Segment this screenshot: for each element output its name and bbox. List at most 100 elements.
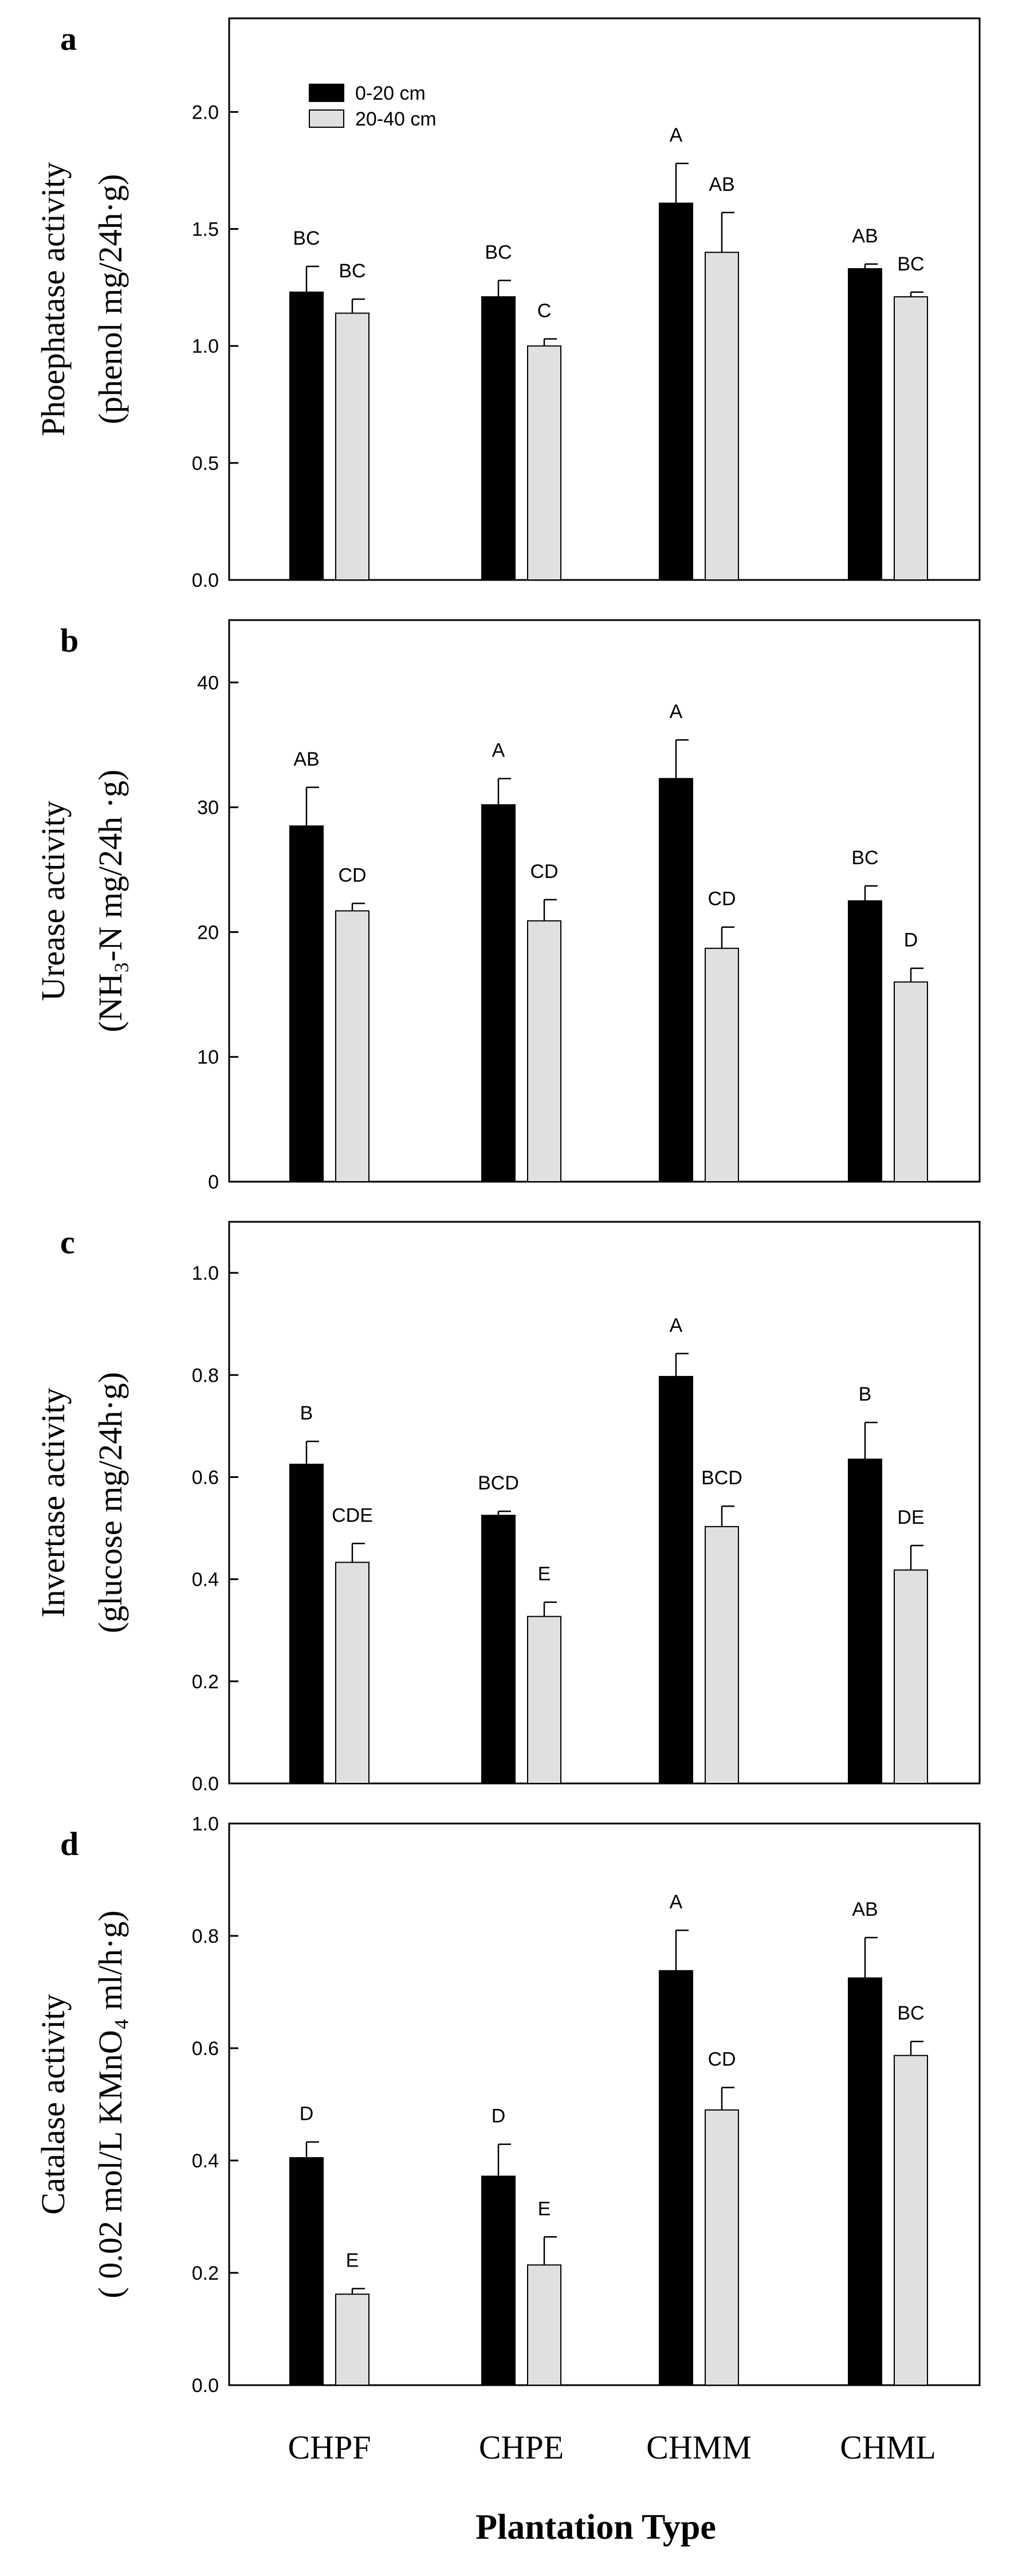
bar-d-depth0-20-CHML — [848, 1977, 882, 2386]
panel-label-c: c — [60, 1224, 75, 1261]
y-axis-title-line1-a: Phoephatase activity — [34, 162, 72, 436]
panel-label-d: d — [60, 1825, 78, 1863]
significance-letter-a: AB — [709, 174, 734, 195]
significance-letter-b: CD — [707, 888, 736, 910]
y-tick-label-d: 0.6 — [192, 2038, 219, 2060]
y-axis-title-line2-c: (glucose mg/24h·g) — [92, 1372, 129, 1633]
bar-d-depth0-20-CHPF — [289, 2157, 324, 2386]
plot-frame-d — [228, 1822, 981, 2386]
y-axis-title-line2-b: (NH₃-N mg/24h ·g) — [92, 770, 129, 1032]
bar-d-depth20-40-CHPF — [335, 2293, 370, 2386]
bar-b-depth20-40-CHML — [894, 981, 928, 1182]
bar-a-depth0-20-CHMM — [659, 202, 693, 581]
bar-b-depth0-20-CHML — [848, 900, 882, 1182]
bar-c-depth20-40-CHPE — [527, 1616, 561, 1784]
bar-d-depth20-40-CHML — [894, 2054, 928, 2386]
bar-d-depth20-40-CHPE — [527, 2264, 561, 2386]
category-label-CHML: CHML — [840, 2429, 936, 2466]
y-tick-label-b: 40 — [197, 672, 219, 694]
y-tick-label-b: 0 — [208, 1171, 219, 1193]
bar-a-depth20-40-CHMM — [705, 252, 739, 581]
significance-letter-c: DE — [897, 1507, 924, 1528]
significance-letter-b: CD — [530, 861, 558, 883]
y-tick-label-a: 0.0 — [192, 570, 219, 591]
significance-letter-b: D — [904, 930, 918, 951]
y-tick-label-a: 1.0 — [192, 336, 219, 358]
significance-letter-d: AB — [852, 1899, 878, 1920]
legend-swatch-20-40 — [309, 109, 344, 128]
significance-letter-c: BCD — [478, 1472, 519, 1494]
y-tick-label-c: 1.0 — [192, 1262, 219, 1284]
significance-letter-c: A — [670, 1315, 683, 1336]
category-label-CHPE: CHPE — [479, 2429, 564, 2466]
panel-label-b: b — [60, 622, 78, 659]
y-tick-label-a: 0.5 — [192, 453, 219, 475]
panel-d: d 0.0 0.2 0.4 0.6 0.8 1.0 Catalase activity ( 0.… — [34, 1813, 981, 2397]
panel-label-a: a — [60, 20, 77, 57]
bar-c-depth0-20-CHPF — [289, 1464, 324, 1785]
y-tick-label-d: 0.0 — [192, 2375, 219, 2397]
category-label-CHMM: CHMM — [646, 2429, 752, 2466]
bar-b-depth20-40-CHPE — [527, 920, 561, 1183]
bar-c-depth0-20-CHML — [848, 1458, 882, 1784]
significance-letter-a: AB — [852, 225, 878, 247]
legend-swatch-0-20 — [309, 84, 344, 102]
bar-b-depth20-40-CHPF — [335, 910, 370, 1183]
bar-b-depth0-20-CHPF — [289, 825, 324, 1183]
y-axis-title-line1-c: Invertase activity — [34, 1388, 72, 1618]
y-tick-label-d: 0.4 — [192, 2150, 219, 2172]
bar-b-depth0-20-CHPE — [481, 804, 516, 1183]
significance-letter-d: D — [492, 2106, 506, 2127]
bar-c-depth20-40-CHML — [894, 1569, 928, 1785]
y-tick-label-c: 0.2 — [192, 1671, 219, 1693]
bar-b-depth20-40-CHMM — [705, 947, 739, 1183]
y-tick-label-d: 0.8 — [192, 1926, 219, 1947]
plot-frame-c — [228, 1221, 981, 1785]
bar-a-depth0-20-CHPF — [289, 291, 324, 581]
bar-d-depth20-40-CHMM — [705, 2109, 739, 2386]
y-tick-label-c: 0.0 — [192, 1773, 219, 1795]
bar-c-depth20-40-CHPF — [335, 1562, 370, 1784]
significance-letter-b: A — [492, 740, 505, 762]
y-tick-label-b: 20 — [197, 922, 219, 943]
significance-letter-c: B — [859, 1383, 872, 1405]
y-axis-title-line1-d: Catalase activity — [34, 1994, 72, 2215]
y-tick-label-c: 0.4 — [192, 1569, 219, 1591]
significance-letter-a: BC — [339, 260, 365, 282]
y-tick-label-d: 1.0 — [192, 1813, 219, 1835]
bar-a-depth20-40-CHML — [894, 296, 928, 581]
significance-letter-c: CDE — [332, 1504, 373, 1526]
y-tick-label-b: 30 — [197, 797, 219, 819]
y-axis-title-line1-b: Urease activity — [34, 801, 72, 1001]
significance-letter-a: BC — [485, 241, 512, 263]
significance-letter-c: B — [300, 1402, 313, 1424]
significance-letter-b: BC — [851, 847, 878, 869]
significance-letter-d: E — [538, 2198, 551, 2220]
y-tick-label-d: 0.2 — [192, 2263, 219, 2284]
panel-a: a 0.0 0.5 1.0 1.5 2.0 Phoephatase activity (phe… — [34, 17, 981, 591]
x-axis-title: Plantation Type — [475, 2508, 716, 2547]
y-axis-title-line2-d: ( 0.02 mol/L KMnO₄ ml/h·g) — [92, 1911, 129, 2299]
bar-d-depth0-20-CHMM — [659, 1970, 693, 2386]
y-tick-label-c: 0.6 — [192, 1467, 219, 1488]
plot-frame-a — [228, 17, 981, 581]
plot-frame-b — [228, 619, 981, 1183]
significance-letter-c: BCD — [701, 1467, 742, 1489]
panel-c: c 0.0 0.2 0.4 0.6 0.8 1.0 Invertase activity (gl… — [34, 1221, 981, 1795]
bar-c-depth20-40-CHMM — [705, 1526, 739, 1785]
category-label-CHPF: CHPF — [288, 2429, 371, 2466]
panel-b: b 0 10 20 30 40 Urease activity (NH₃-N mg/24h ·… — [34, 619, 981, 1193]
significance-letter-d: BC — [897, 2002, 924, 2024]
y-axis-title-line2-a: (phenol mg/24h·g) — [92, 174, 129, 425]
significance-letter-b: AB — [293, 748, 319, 770]
bar-b-depth0-20-CHMM — [659, 778, 693, 1182]
y-tick-label-a: 2.0 — [192, 101, 219, 123]
y-tick-label-b: 10 — [197, 1046, 219, 1068]
significance-letter-d: D — [300, 2103, 314, 2125]
significance-letter-a: C — [537, 300, 552, 321]
significance-letter-a: A — [670, 124, 683, 146]
significance-letter-b: CD — [338, 864, 366, 886]
significance-letter-a: BC — [293, 228, 320, 249]
significance-letter-d: E — [346, 2249, 359, 2271]
